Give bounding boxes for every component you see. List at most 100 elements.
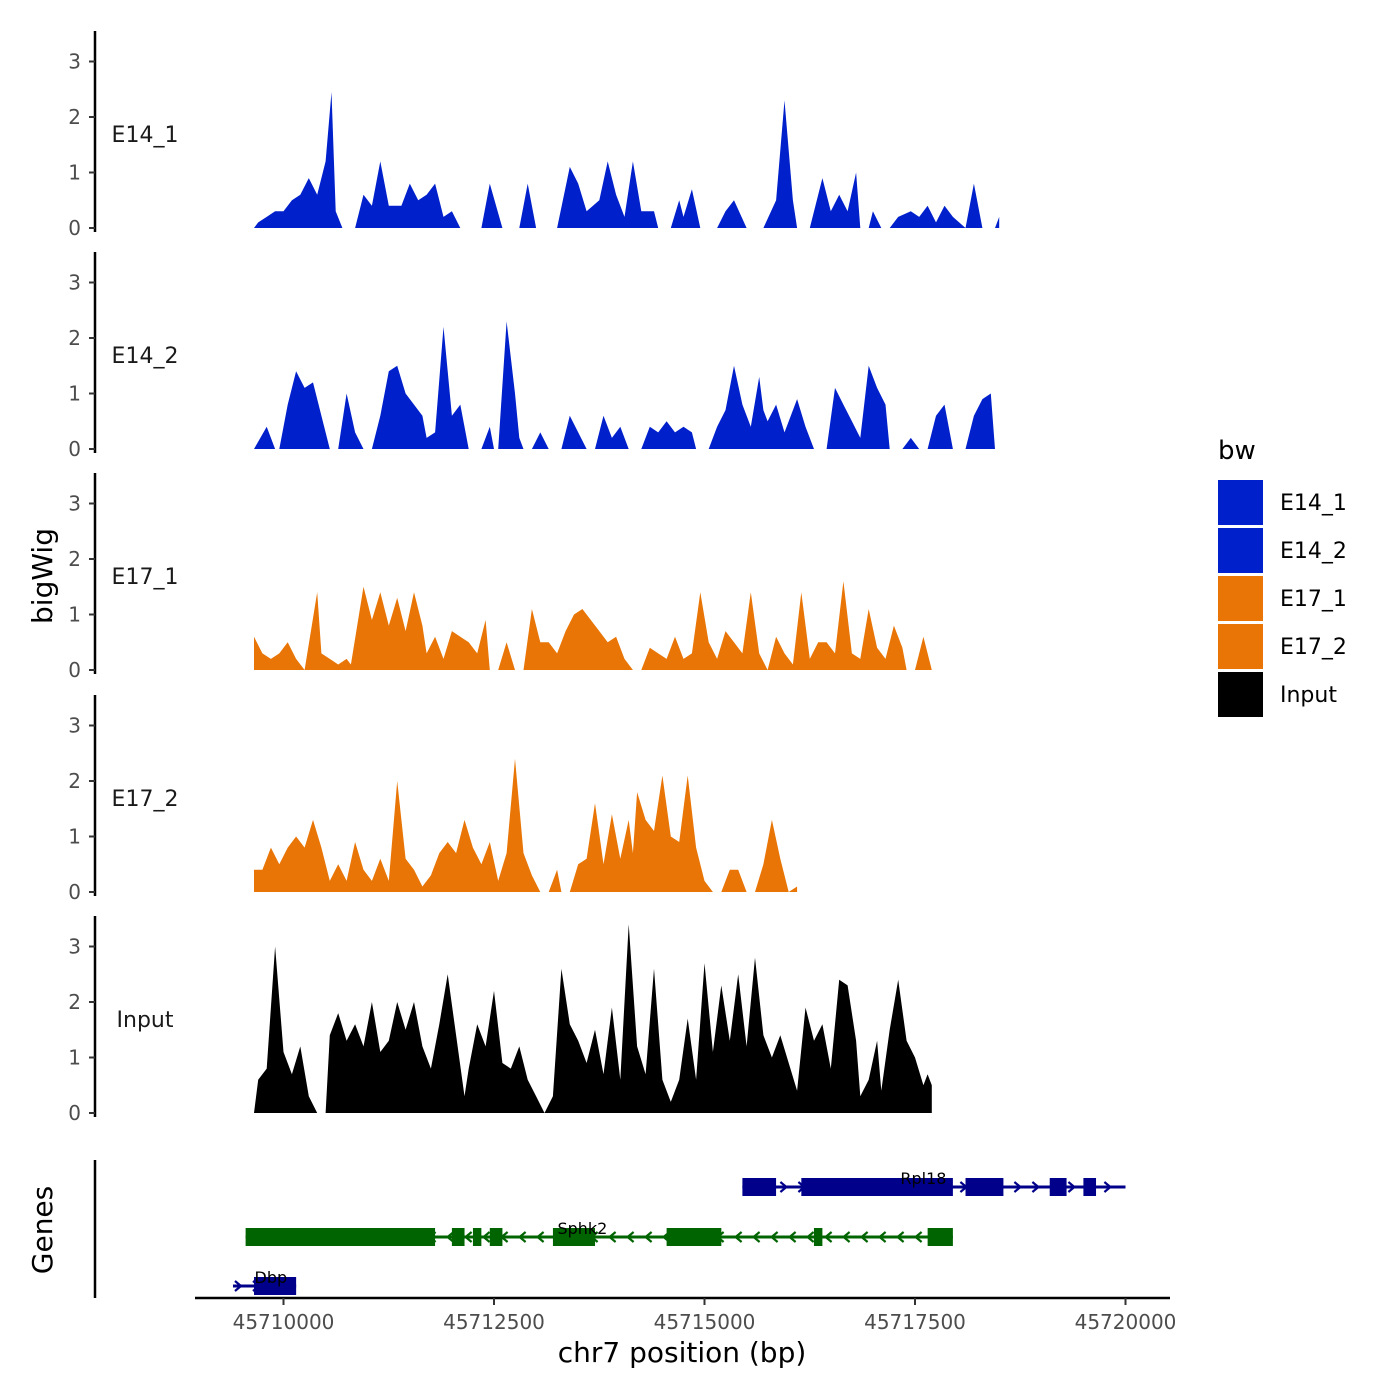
legend-label-e14_1: E14_1 [1280, 491, 1347, 516]
y-tick-label: 0 [68, 437, 81, 461]
x-tick-label: 45720000 [1075, 1310, 1177, 1334]
y-tick-label: 1 [68, 603, 81, 627]
strand-chevron [787, 1231, 797, 1243]
strand-chevron [463, 1231, 473, 1243]
strand-chevron [895, 1231, 905, 1243]
gene-exon [245, 1228, 436, 1246]
y-tick-label: 3 [68, 714, 81, 738]
gene-label: Dbp [255, 1268, 288, 1287]
strand-chevron [1013, 1181, 1023, 1193]
strand-chevron [733, 1231, 743, 1243]
y-tick-label: 1 [68, 382, 81, 406]
gene-exon [1083, 1178, 1097, 1196]
signal-area-e17_1 [254, 581, 932, 670]
strand-chevron [769, 1231, 779, 1243]
signal-area-e14_1 [254, 92, 1000, 228]
strand-chevron [805, 1231, 815, 1243]
genes-panel: Rpl18 Sphk2 Dbp [93, 1160, 1126, 1298]
y-tick-label: 0 [68, 216, 81, 240]
y-tick-label: 2 [68, 769, 81, 793]
gene-exon [472, 1228, 482, 1246]
y-tick-label: 1 [68, 825, 81, 849]
track-label: E17_1 [112, 565, 179, 590]
signal-area-input [254, 924, 932, 1113]
gene-label: Rpl18 [900, 1169, 946, 1188]
gene-exon [254, 1277, 297, 1295]
strand-chevron [517, 1231, 527, 1243]
signal-area-e14_2 [254, 321, 1000, 449]
y-tick-label: 1 [68, 1046, 81, 1070]
strand-chevron [445, 1231, 455, 1243]
strand-chevron [859, 1231, 869, 1243]
strand-chevron [1031, 1181, 1041, 1193]
gene-exon [1049, 1178, 1067, 1196]
legend-swatch-e14_1 [1218, 480, 1263, 525]
gene-exon [813, 1228, 823, 1246]
gene-exon [489, 1228, 503, 1246]
gene-exon [801, 1178, 953, 1196]
strand-chevron [607, 1231, 617, 1243]
strand-chevron [823, 1231, 833, 1243]
y-tick-label: 0 [68, 1101, 81, 1125]
strand-chevron [1103, 1181, 1113, 1193]
genes-axis-title: Genes [26, 1186, 59, 1274]
gene-label: Sphk2 [557, 1219, 607, 1238]
track-label: Input [117, 1008, 174, 1033]
x-tick-label: 45710000 [233, 1310, 335, 1334]
x-axis: 45710000 45712500 45715000 45717500 45720000 [195, 1296, 1177, 1334]
track-label: E17_2 [112, 787, 179, 812]
legend-swatch-e17_2 [1218, 624, 1263, 669]
strand-chevron [913, 1231, 923, 1243]
y-tick-label: 3 [68, 935, 81, 959]
gene-exon [742, 1178, 777, 1196]
legend-label-e17_2: E17_2 [1280, 635, 1347, 660]
gene-dbp: Dbp [232, 1268, 297, 1295]
x-tick-label: 45715000 [654, 1310, 756, 1334]
y-tick-label: 2 [68, 326, 81, 350]
strand-chevron [751, 1231, 761, 1243]
y-tick-label: 3 [68, 271, 81, 295]
legend-label-e14_2: E14_2 [1280, 539, 1347, 564]
legend-label-e17_1: E17_1 [1280, 587, 1347, 612]
x-tick-label: 45717500 [864, 1310, 966, 1334]
y-tick-label: 0 [68, 658, 81, 682]
track-e17_1: 0 1 2 3 E17_1 [68, 473, 932, 682]
strand-chevron [625, 1231, 635, 1243]
strand-chevron [643, 1231, 653, 1243]
strand-chevron [779, 1181, 789, 1193]
y-tick-label: 0 [68, 880, 81, 904]
strand-chevron [535, 1231, 545, 1243]
gene-sphk2: Sphk2 [245, 1219, 953, 1246]
track-input: 0 1 2 3 Input [68, 916, 932, 1125]
strand-chevron [1067, 1181, 1077, 1193]
gene-exon [552, 1228, 596, 1246]
track-e17_2: 0 1 2 3 E17_2 [68, 695, 798, 904]
y-tick-label: 1 [68, 161, 81, 185]
tracks-panel: 0 1 2 3 E14_1 0 1 2 3 E14_2 0 1 2 3 E17_1 0 1 2 3 E17_2 0 1 2 3… [68, 31, 1000, 1125]
y-tick-label: 3 [68, 492, 81, 516]
legend-title: bw [1218, 436, 1256, 466]
strand-chevron [481, 1231, 491, 1243]
signal-area-e17_2 [254, 758, 798, 892]
gene-exon [965, 1178, 1004, 1196]
x-tick-label: 45712500 [443, 1310, 545, 1334]
y-tick-label: 2 [68, 990, 81, 1014]
legend-swatch-e14_2 [1218, 528, 1263, 573]
y-tick-label: 2 [68, 547, 81, 571]
track-label: E14_2 [112, 344, 179, 369]
track-e14_1: 0 1 2 3 E14_1 [68, 31, 1000, 240]
legend-label-input: Input [1280, 683, 1337, 708]
x-axis-title: chr7 position (bp) [558, 1336, 807, 1369]
gene-exon [451, 1228, 465, 1246]
legend-swatch-e17_1 [1218, 576, 1263, 621]
y-axis-title: bigWig [26, 528, 59, 624]
track-label: E14_1 [112, 123, 179, 148]
gene-exon [927, 1228, 953, 1246]
strand-chevron [234, 1280, 243, 1292]
track-e14_2: 0 1 2 3 E14_2 [68, 252, 1000, 461]
y-tick-label: 2 [68, 105, 81, 129]
gene-rpl18: Rpl18 [742, 1169, 1126, 1196]
legend: bw E14_1 E14_2 E17_1 E17_2 Input [1218, 436, 1347, 717]
legend-swatch-input [1218, 672, 1263, 717]
